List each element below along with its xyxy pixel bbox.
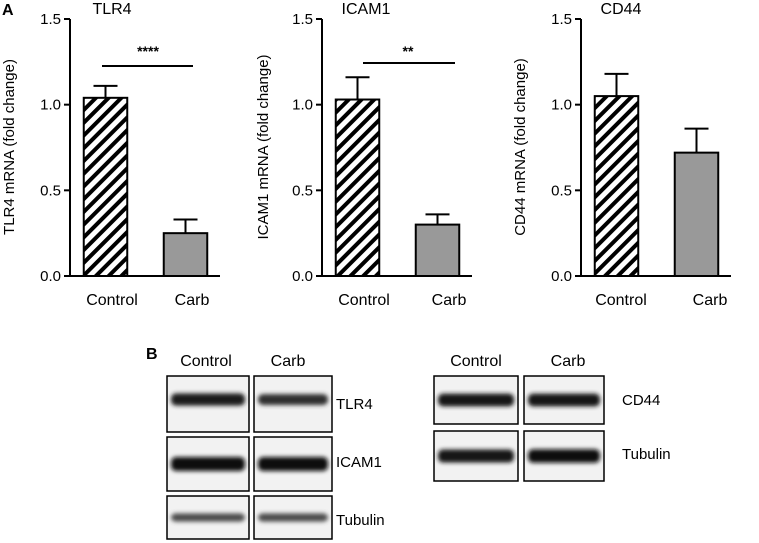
blot-band	[258, 394, 328, 405]
blot-column-label: Carb	[271, 353, 306, 370]
blot-row-label: CD44	[622, 392, 660, 409]
x-tick-label: Control	[338, 292, 390, 309]
y-tick-label: 1.5	[551, 11, 572, 28]
x-tick-label: Carb	[432, 292, 467, 309]
y-tick-label: 1.0	[292, 97, 313, 114]
blot-band	[438, 449, 514, 463]
blot-row-label: ICAM1	[336, 454, 382, 471]
y-tick-label: 0.0	[40, 268, 61, 285]
chart-cd44: CD44 CD44 mRNA (fold change) 0.0 0.5 1.0 1.…	[512, 1, 731, 309]
significance-label: ****	[137, 43, 159, 59]
chart-title: TLR4	[92, 1, 131, 18]
panel-label-a: A	[2, 2, 14, 19]
blot-band	[171, 513, 245, 522]
significance-label: **	[403, 43, 414, 59]
chart-title: ICAM1	[342, 1, 391, 18]
x-tick-label: Control	[595, 292, 647, 309]
panel-label-b: B	[146, 346, 158, 363]
bar-control	[334, 98, 381, 277]
y-axis-label: ICAM1 mRNA (fold change)	[255, 54, 272, 239]
western-blot-right: Control Carb CD44 Tubulin	[433, 353, 671, 482]
blot-band	[258, 457, 328, 471]
y-tick-label: 0.5	[292, 182, 313, 199]
x-tick-label: Carb	[693, 292, 728, 309]
blot-column-label: Carb	[551, 353, 586, 370]
blot-row-label: TLR4	[336, 396, 373, 413]
blot-band	[438, 393, 514, 407]
blot-column-label: Control	[450, 353, 502, 370]
y-tick-label: 0.0	[551, 268, 572, 285]
blot-band	[528, 393, 600, 407]
y-tick-label: 1.5	[40, 11, 61, 28]
y-tick-label: 0.0	[292, 268, 313, 285]
western-blot-left: Control Carb TLR4 ICAM1 Tubulin	[166, 353, 385, 540]
x-tick-label: Carb	[175, 292, 210, 309]
bar-carb	[673, 151, 720, 277]
y-tick-label: 1.0	[40, 97, 61, 114]
y-axis-label: TLR4 mRNA (fold change)	[1, 59, 18, 235]
bar-carb	[162, 232, 209, 278]
blot-row-label: Tubulin	[622, 446, 671, 463]
y-axis-label: CD44 mRNA (fold change)	[512, 58, 529, 236]
x-tick-label: Control	[86, 292, 138, 309]
blot-band	[528, 449, 600, 463]
blot-column-label: Control	[180, 353, 232, 370]
bar-control	[593, 95, 640, 277]
y-tick-label: 0.5	[551, 182, 572, 199]
y-tick-label: 1.0	[551, 97, 572, 114]
blot-row-label: Tubulin	[336, 512, 385, 529]
blot-band	[258, 513, 328, 522]
chart-icam1: ICAM1 ICAM1 mRNA (fold change) 0.0 0.5 1.0…	[255, 1, 472, 309]
chart-title: CD44	[601, 1, 642, 18]
y-tick-label: 1.5	[292, 11, 313, 28]
bar-carb	[414, 223, 461, 278]
blot-band	[171, 393, 245, 406]
blot-band	[171, 457, 245, 471]
bar-control	[82, 96, 129, 277]
chart-tlr4: TLR4 TLR4 mRNA (fold change) 0.0 0.5 1.0 1.…	[1, 1, 220, 309]
y-tick-label: 0.5	[40, 182, 61, 199]
